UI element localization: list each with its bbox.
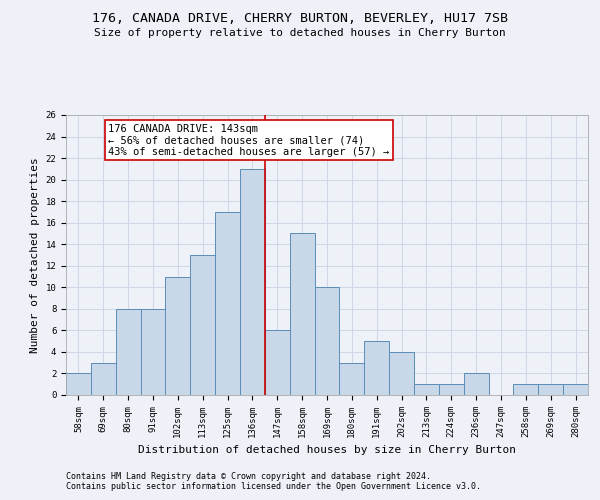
Bar <box>364 341 389 395</box>
Bar <box>190 255 215 395</box>
Bar <box>414 384 439 395</box>
Bar <box>91 362 116 395</box>
Bar <box>215 212 240 395</box>
Text: Contains HM Land Registry data © Crown copyright and database right 2024.: Contains HM Land Registry data © Crown c… <box>66 472 431 481</box>
Bar <box>439 384 464 395</box>
X-axis label: Distribution of detached houses by size in Cherry Burton: Distribution of detached houses by size … <box>138 446 516 456</box>
Bar <box>265 330 290 395</box>
Text: 176, CANADA DRIVE, CHERRY BURTON, BEVERLEY, HU17 7SB: 176, CANADA DRIVE, CHERRY BURTON, BEVERL… <box>92 12 508 26</box>
Bar <box>140 309 166 395</box>
Text: Size of property relative to detached houses in Cherry Burton: Size of property relative to detached ho… <box>94 28 506 38</box>
Bar <box>538 384 563 395</box>
Bar <box>563 384 588 395</box>
Bar <box>464 374 488 395</box>
Bar <box>340 362 364 395</box>
Bar <box>514 384 538 395</box>
Bar <box>240 169 265 395</box>
Bar <box>66 374 91 395</box>
Bar <box>314 288 340 395</box>
Y-axis label: Number of detached properties: Number of detached properties <box>30 157 40 353</box>
Text: 176 CANADA DRIVE: 143sqm
← 56% of detached houses are smaller (74)
43% of semi-d: 176 CANADA DRIVE: 143sqm ← 56% of detach… <box>108 124 389 157</box>
Text: Contains public sector information licensed under the Open Government Licence v3: Contains public sector information licen… <box>66 482 481 491</box>
Bar <box>166 276 190 395</box>
Bar <box>116 309 140 395</box>
Bar <box>290 234 314 395</box>
Bar <box>389 352 414 395</box>
